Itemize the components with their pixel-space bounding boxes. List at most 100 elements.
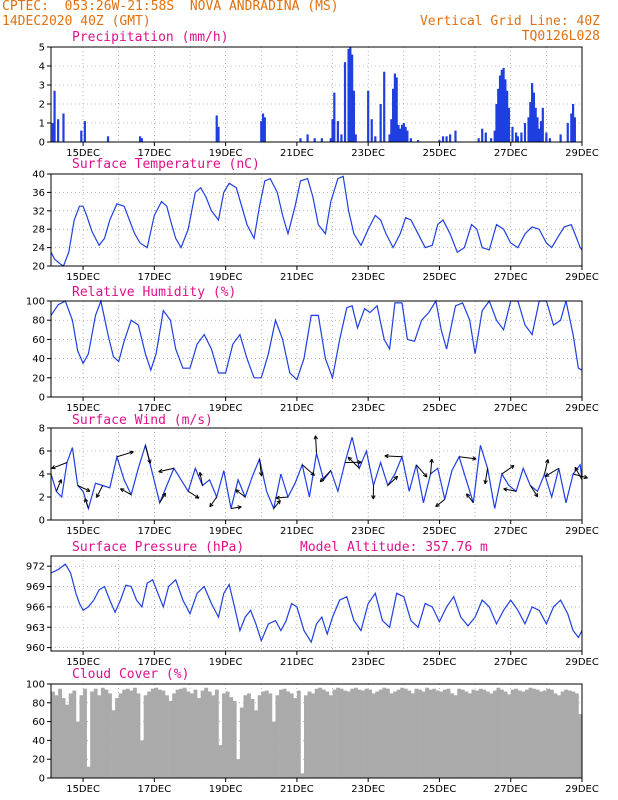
cloud-cover-bar (492, 690, 497, 778)
precipitation-bar (349, 47, 352, 142)
cloud-cover-bar (460, 689, 465, 778)
cloud-cover-bar (325, 691, 330, 778)
wind-arrow-shaft (501, 464, 515, 475)
cloud-cover-bar (557, 695, 561, 778)
cloud-cover-bar (136, 693, 141, 778)
cloud-cover-bar (500, 689, 504, 778)
cloud-cover-bar (279, 689, 283, 778)
pressure-ytick-label: 972 (26, 562, 45, 573)
precipitation-bar (523, 123, 527, 142)
precipitation-bar (379, 104, 382, 142)
cloud-cover-bar (282, 688, 287, 778)
cloud-cover-bar (510, 689, 515, 778)
cloud-cover-bar (289, 693, 294, 778)
humidity-xtick-label: 15DEC (66, 403, 100, 414)
temperature-xtick-label: 17DEC (137, 272, 171, 283)
wind-arrow-head (371, 495, 376, 500)
cloud-cover-bar (314, 688, 319, 778)
precipitation-xtick-label: 27DEC (494, 148, 528, 159)
cloud-cover-bar (428, 689, 433, 778)
temperature-ytick-label: 32 (32, 206, 45, 217)
cloud-cover-bar (385, 688, 390, 778)
cloud-cover-bar (425, 687, 430, 778)
cloud-cover-bar (61, 698, 66, 778)
temperature-xtick-label: 19DEC (209, 272, 243, 283)
cloud-cover-bar (567, 690, 572, 778)
cloud-cover-bar (418, 689, 422, 778)
cloud-cover-bar (79, 695, 84, 778)
humidity-xtick-label: 27DEC (494, 403, 528, 414)
cloud-cover-bar (204, 687, 209, 778)
wind-arrow-head (276, 499, 281, 505)
cloud-cover-bar (528, 687, 533, 778)
precipitation-bar (333, 92, 336, 142)
wind-arrow-shaft (384, 455, 403, 458)
wind-arrow-head (258, 471, 264, 477)
cloud-cover-bar (371, 693, 376, 778)
precipitation-ytick-label: 4 (39, 62, 45, 73)
humidity-xtick-label: 21DEC (280, 403, 314, 414)
precipitation-bar (445, 136, 448, 142)
temperature-ytick-label: 20 (32, 262, 45, 273)
precipitation-bar (538, 128, 541, 142)
wind-arrow-head (275, 495, 280, 500)
precipitation-xtick-label: 23DEC (351, 148, 385, 159)
cloud-cover-bar (58, 688, 62, 778)
precipitation-bar (507, 107, 511, 142)
wind-arrow-shaft (209, 496, 218, 508)
precipitation-bar (83, 121, 86, 142)
temperature-xtick-label: 29DEC (565, 272, 599, 283)
cloud-cover-bar (410, 693, 415, 778)
precipitation-bar (392, 88, 395, 142)
wind-arrow-head (423, 473, 428, 478)
wind-arrow-head (503, 487, 508, 492)
precipitation-bar (343, 62, 347, 143)
pressure-annotation: Model Altitude: 357.76 m (300, 540, 488, 555)
precipitation-bar (404, 126, 407, 142)
precipitation-xtick-label: 17DEC (137, 148, 171, 159)
cloud-cover-bar (353, 687, 358, 778)
pressure-xtick-label: 15DEC (66, 657, 100, 668)
cloud-cover-bar (546, 688, 551, 778)
wind-arrow-head (347, 456, 353, 462)
cloud-cover-bar (68, 693, 73, 778)
cloud-cover-bar (368, 689, 373, 778)
wind-arrow-head (57, 479, 63, 484)
cloud-cover-bar (104, 689, 109, 778)
wind-arrow-head (96, 493, 101, 498)
cloud-cover-ytick-label: 80 (32, 698, 45, 709)
precipitation-bar (351, 54, 354, 142)
cloud-cover-bar (293, 698, 298, 778)
wind-arrow-shaft (466, 493, 474, 504)
cloud-cover-bar (129, 690, 134, 778)
cloud-cover-bar (179, 688, 184, 778)
precipitation-bar (399, 128, 402, 142)
wind-xtick-label: 15DEC (66, 526, 100, 537)
cloud-cover-bar (521, 691, 526, 778)
cloud-cover-ytick-label: 20 (32, 755, 45, 766)
humidity-frame (50, 300, 583, 398)
wind-arrow-shaft (120, 488, 132, 496)
precipitation-bar (504, 79, 507, 142)
cloud-cover-bar (532, 688, 536, 778)
cloud-cover-bar (560, 691, 565, 778)
wind-xtick-label: 27DEC (494, 526, 528, 537)
wind-xtick-label: 17DEC (137, 526, 171, 537)
cloud-cover-bar (571, 691, 576, 778)
temperature-ytick-label: 40 (32, 170, 45, 181)
pressure-frame (50, 555, 583, 652)
cloud-cover-bar (553, 693, 558, 778)
cloud-cover-bar (286, 691, 291, 778)
cloud-cover-bar (482, 689, 487, 778)
precipitation-bar (313, 138, 316, 142)
wind-arrow-shaft (301, 464, 315, 476)
precipitation-bar (53, 90, 56, 142)
precipitation-bar (481, 128, 484, 142)
cloud-cover-bar (90, 691, 95, 778)
cloud-cover-bar (268, 693, 273, 778)
precipitation-bar (548, 138, 552, 142)
precipitation-bar (559, 134, 562, 142)
cloud-cover-bar (261, 691, 266, 778)
precipitation-bar (495, 104, 498, 142)
cloud-cover-bar (182, 687, 187, 778)
